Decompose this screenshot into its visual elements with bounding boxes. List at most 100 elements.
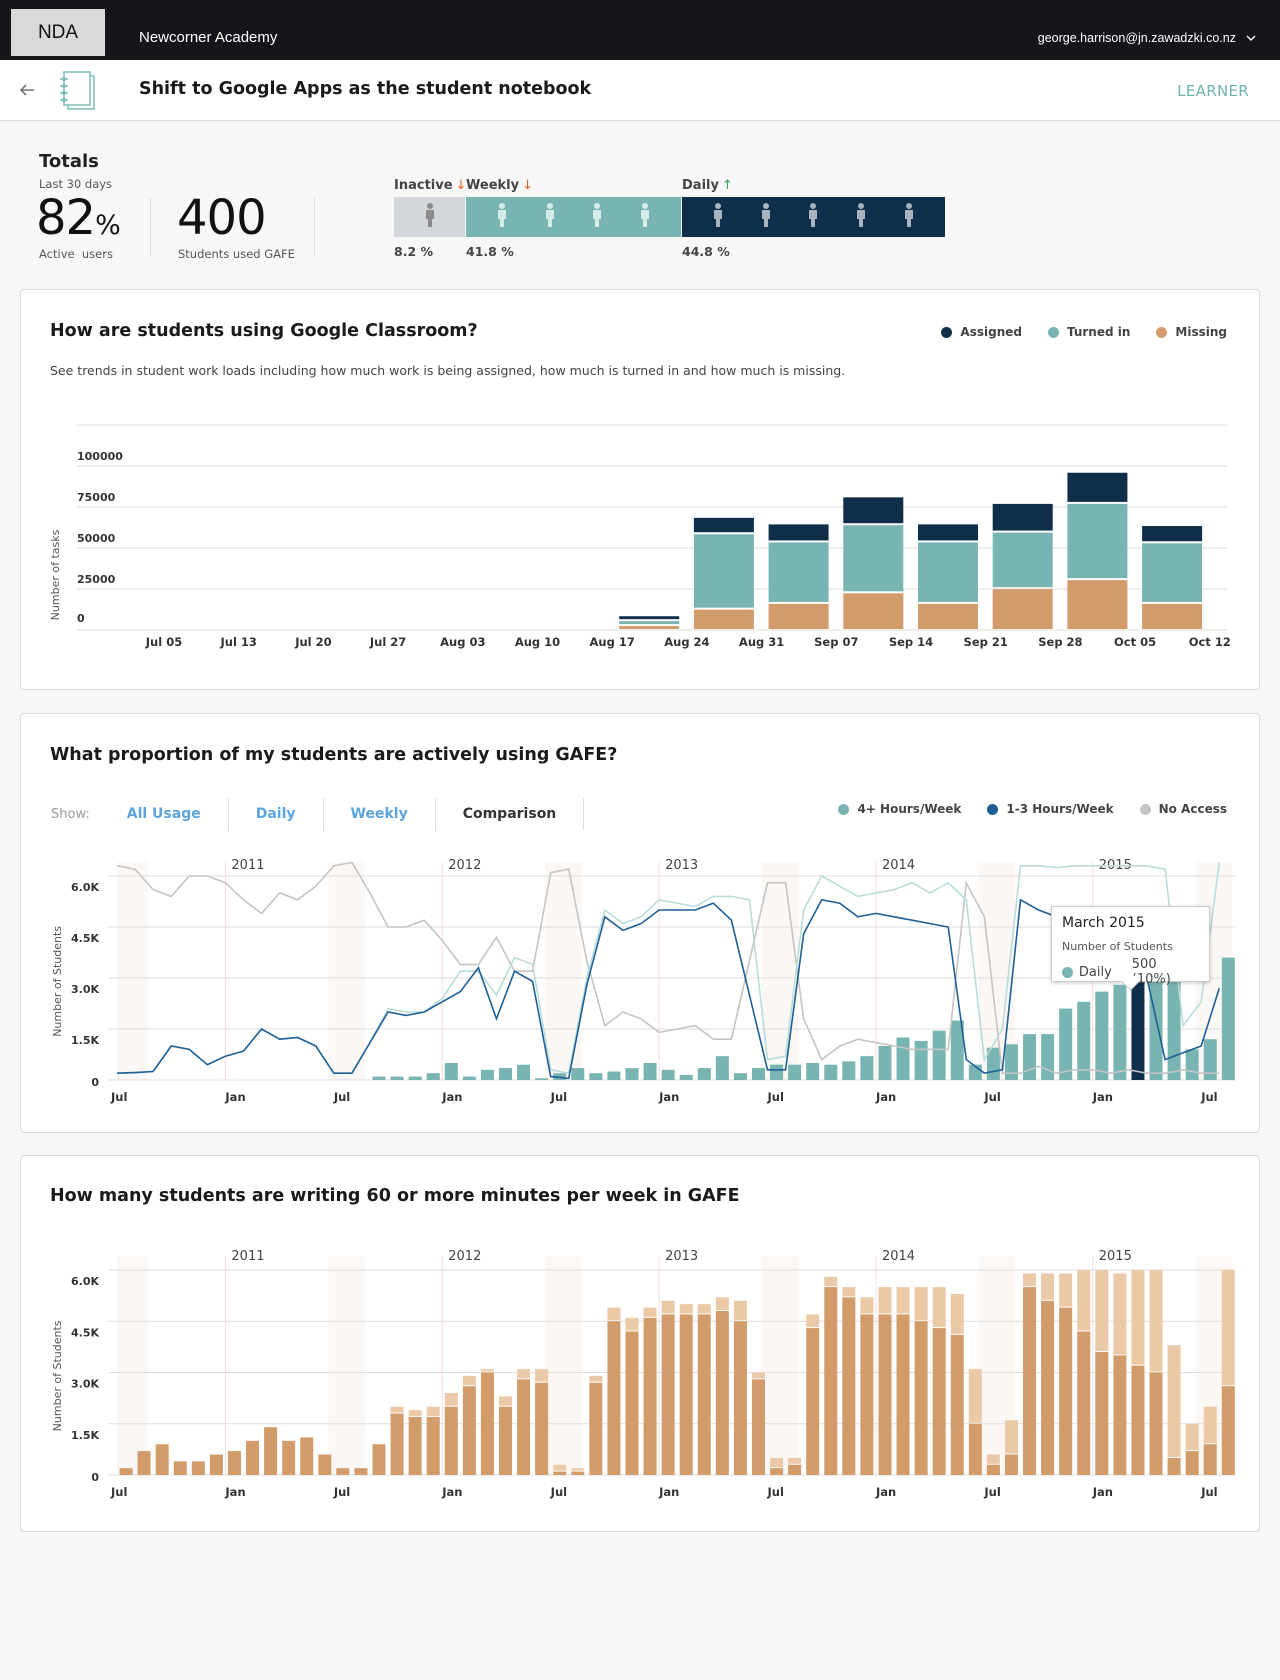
bar[interactable] — [1221, 957, 1235, 1080]
bar-segment-lower[interactable] — [607, 1321, 621, 1475]
bar-segment-lower[interactable] — [643, 1317, 657, 1475]
bar[interactable] — [751, 1068, 765, 1080]
bar[interactable] — [480, 1069, 494, 1080]
bar-segment-lower[interactable] — [932, 1328, 946, 1475]
bar-segment-lower[interactable] — [246, 1440, 260, 1475]
bar-missing[interactable] — [918, 603, 978, 629]
bar-segment-upper[interactable] — [1221, 1270, 1235, 1386]
bar-segment-lower[interactable] — [444, 1406, 458, 1475]
bar-segment-lower[interactable] — [1167, 1457, 1181, 1475]
bar-segment-lower[interactable] — [788, 1464, 802, 1475]
bar-segment-lower[interactable] — [824, 1287, 838, 1475]
bar-segment-lower[interactable] — [517, 1379, 531, 1475]
line-no-access[interactable] — [116, 861, 1220, 1075]
tab-daily[interactable]: Daily — [229, 798, 324, 830]
segment-bar-weekly[interactable] — [466, 197, 681, 237]
bar[interactable] — [878, 1046, 892, 1080]
bar-segment-lower[interactable] — [372, 1444, 386, 1475]
bar[interactable] — [860, 1056, 874, 1080]
bar[interactable] — [824, 1064, 838, 1080]
bar-segment-lower[interactable] — [806, 1328, 820, 1475]
bar-segment-upper[interactable] — [462, 1375, 476, 1386]
bar-segment-upper[interactable] — [824, 1276, 838, 1287]
bar-segment-upper[interactable] — [697, 1304, 711, 1314]
bar-turned-in[interactable] — [1067, 503, 1128, 579]
bar-segment-upper[interactable] — [986, 1454, 1000, 1464]
bar-missing[interactable] — [1067, 580, 1128, 629]
bar-assigned[interactable] — [1142, 526, 1203, 542]
bar-segment-lower[interactable] — [1077, 1331, 1091, 1476]
bar[interactable] — [408, 1076, 422, 1080]
bar-segment-upper[interactable] — [733, 1300, 747, 1321]
bar-assigned[interactable] — [693, 517, 754, 533]
bar[interactable] — [1004, 1044, 1018, 1080]
bar-segment-lower[interactable] — [679, 1314, 693, 1475]
bar-segment-lower[interactable] — [155, 1444, 169, 1475]
bar-segment-upper[interactable] — [1077, 1270, 1091, 1331]
bar-segment-lower[interactable] — [553, 1471, 567, 1475]
tab-all-usage[interactable]: All Usage — [100, 798, 229, 830]
segment-bar-inactive[interactable] — [394, 197, 465, 237]
bar[interactable] — [1149, 967, 1163, 1080]
bar-segment-upper[interactable] — [968, 1369, 982, 1423]
bar[interactable] — [679, 1074, 693, 1080]
bar-segment-lower[interactable] — [625, 1331, 639, 1476]
bar-segment-lower[interactable] — [119, 1468, 133, 1475]
bar-assigned[interactable] — [768, 524, 829, 541]
bar[interactable] — [733, 1073, 747, 1080]
bar-segment-lower[interactable] — [842, 1297, 856, 1475]
bar-missing[interactable] — [619, 626, 680, 629]
bar[interactable] — [842, 1061, 856, 1080]
bar-highlighted[interactable] — [1131, 978, 1145, 1080]
bar-segment-lower[interactable] — [896, 1314, 910, 1475]
bar-segment-lower[interactable] — [914, 1321, 928, 1475]
bar-segment-lower[interactable] — [1131, 1365, 1145, 1475]
legend-item[interactable]: No Access — [1139, 802, 1227, 816]
bar[interactable] — [1167, 967, 1181, 1080]
bar-segment-lower[interactable] — [426, 1416, 440, 1475]
bar-segment-lower[interactable] — [571, 1471, 585, 1475]
bar-segment-lower[interactable] — [986, 1464, 1000, 1475]
bar-segment-upper[interactable] — [589, 1375, 603, 1382]
logo[interactable]: NDA — [11, 9, 105, 56]
bar-segment-lower[interactable] — [191, 1461, 205, 1475]
bar[interactable] — [517, 1064, 531, 1080]
bar-segment-lower[interactable] — [209, 1454, 223, 1476]
bar[interactable] — [1077, 1001, 1091, 1080]
bar-segment-upper[interactable] — [643, 1307, 657, 1317]
bar-segment-upper[interactable] — [1149, 1270, 1163, 1372]
bar-segment-lower[interactable] — [950, 1334, 964, 1475]
bar-segment-lower[interactable] — [1203, 1444, 1217, 1475]
bar-segment-upper[interactable] — [842, 1287, 856, 1297]
bar-missing[interactable] — [843, 593, 904, 629]
bar-assigned[interactable] — [918, 524, 978, 541]
bar[interactable] — [1113, 984, 1127, 1080]
bar-segment-upper[interactable] — [390, 1406, 404, 1413]
bar-segment-upper[interactable] — [1095, 1270, 1109, 1351]
bar-turned-in[interactable] — [693, 534, 754, 608]
bar[interactable] — [932, 1030, 946, 1080]
bar-segment-lower[interactable] — [282, 1440, 296, 1475]
bar-segment-upper[interactable] — [788, 1457, 802, 1464]
bar-assigned[interactable] — [1067, 472, 1128, 502]
bar[interactable] — [1059, 1008, 1073, 1080]
bar-segment-upper[interactable] — [1185, 1423, 1199, 1451]
bar-turned-in[interactable] — [1142, 543, 1203, 602]
bar[interactable] — [896, 1037, 910, 1081]
bar-segment-lower[interactable] — [336, 1468, 350, 1475]
bar-segment-lower[interactable] — [354, 1468, 368, 1475]
bar-segment-lower[interactable] — [878, 1314, 892, 1475]
bar[interactable] — [589, 1073, 603, 1080]
bar[interactable] — [715, 1056, 729, 1080]
bar-segment-lower[interactable] — [1059, 1307, 1073, 1475]
bar[interactable] — [643, 1063, 657, 1080]
bar-segment-upper[interactable] — [1113, 1273, 1127, 1355]
bar-segment-lower[interactable] — [264, 1427, 278, 1475]
bar-segment-lower[interactable] — [715, 1311, 729, 1475]
bar[interactable] — [625, 1068, 639, 1080]
bar-segment-upper[interactable] — [1004, 1420, 1018, 1454]
segment-bar-daily[interactable] — [682, 197, 945, 237]
bar-segment-lower[interactable] — [499, 1406, 513, 1475]
bar-segment-upper[interactable] — [1203, 1406, 1217, 1444]
bar-segment-lower[interactable] — [227, 1451, 241, 1475]
